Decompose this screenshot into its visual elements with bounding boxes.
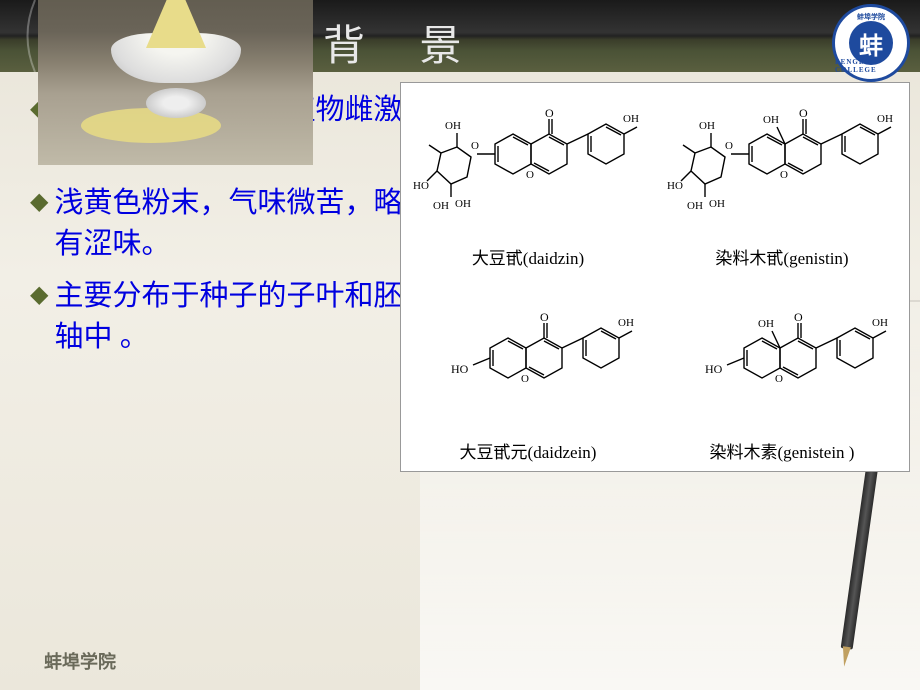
structure-genistin: O OH OH O O xyxy=(655,83,909,244)
svg-text:OH: OH xyxy=(687,200,703,212)
svg-text:O: O xyxy=(780,169,788,181)
svg-text:OH: OH xyxy=(445,120,461,132)
svg-text:O: O xyxy=(521,373,529,385)
logo-text-cn: 蚌埠学院 xyxy=(857,12,885,22)
logo-text-en: BENGBU COLLEGE xyxy=(835,58,907,74)
bullet-item: ◆ 主要分布于种子的子叶和胚轴中 。 xyxy=(30,276,410,357)
bullet-item: ◆ 浅黄色粉末，气味微苦，略有涩味。 xyxy=(30,183,410,264)
bullet-text: 主要分布于种子的子叶和胚轴中 。 xyxy=(54,276,410,357)
chem-cell-daidzein: O OH O HO 大豆甙元(daidzein) xyxy=(401,277,655,471)
svg-text:OH: OH xyxy=(618,317,634,329)
svg-text:OH: OH xyxy=(709,198,725,210)
svg-text:OH: OH xyxy=(433,200,449,212)
chemical-structures-figure: O OH O O xyxy=(400,82,910,472)
footer-text: 蚌埠学院 xyxy=(44,648,116,674)
dish-bowl xyxy=(111,33,241,83)
structure-genistein: O OH OH O HO xyxy=(655,277,909,438)
college-logo: 蚌埠学院 蚌 BENGBU COLLEGE xyxy=(832,4,910,82)
chem-cell-genistein: O OH OH O HO 染料木素(genistein xyxy=(655,277,909,471)
svg-text:HO: HO xyxy=(705,362,723,376)
svg-text:HO: HO xyxy=(451,362,469,376)
bullet-text: 浅黄色粉末，气味微苦，略有涩味。 xyxy=(54,183,410,264)
svg-text:O: O xyxy=(526,169,534,181)
svg-text:OH: OH xyxy=(699,120,715,132)
svg-text:O: O xyxy=(545,106,554,120)
svg-text:OH: OH xyxy=(758,318,774,330)
svg-text:O: O xyxy=(725,140,733,152)
diamond-bullet-icon: ◆ xyxy=(30,280,48,309)
structure-daidzein: O OH O HO xyxy=(401,277,655,438)
svg-text:OH: OH xyxy=(455,198,471,210)
powder-photo xyxy=(38,0,313,165)
svg-text:O: O xyxy=(799,106,808,120)
svg-text:O: O xyxy=(794,310,803,324)
powder-cone xyxy=(146,0,206,48)
svg-text:HO: HO xyxy=(413,180,429,192)
chem-label: 大豆甙元(daidzein) xyxy=(460,438,597,463)
svg-text:HO: HO xyxy=(667,180,683,192)
logo-ring: 蚌埠学院 蚌 BENGBU COLLEGE xyxy=(832,4,910,82)
svg-text:OH: OH xyxy=(763,114,779,126)
svg-text:OH: OH xyxy=(623,113,639,125)
powder-spill xyxy=(81,108,221,143)
chem-label: 染料木甙(genistin) xyxy=(715,244,848,269)
svg-text:O: O xyxy=(471,140,479,152)
diamond-bullet-icon: ◆ xyxy=(30,187,48,216)
svg-text:OH: OH xyxy=(872,317,888,329)
chem-cell-daidzin: O OH O O xyxy=(401,83,655,277)
dish-base xyxy=(146,88,206,118)
chem-label: 染料木素(genistein ) xyxy=(710,438,855,463)
chem-label: 大豆甙(daidzin) xyxy=(472,244,584,269)
structure-daidzin: O OH O O xyxy=(401,83,655,244)
chem-cell-genistin: O OH OH O O xyxy=(655,83,909,277)
svg-text:OH: OH xyxy=(877,113,893,125)
dish-graphic xyxy=(111,33,241,93)
svg-text:O: O xyxy=(775,373,783,385)
svg-text:O: O xyxy=(540,310,549,324)
